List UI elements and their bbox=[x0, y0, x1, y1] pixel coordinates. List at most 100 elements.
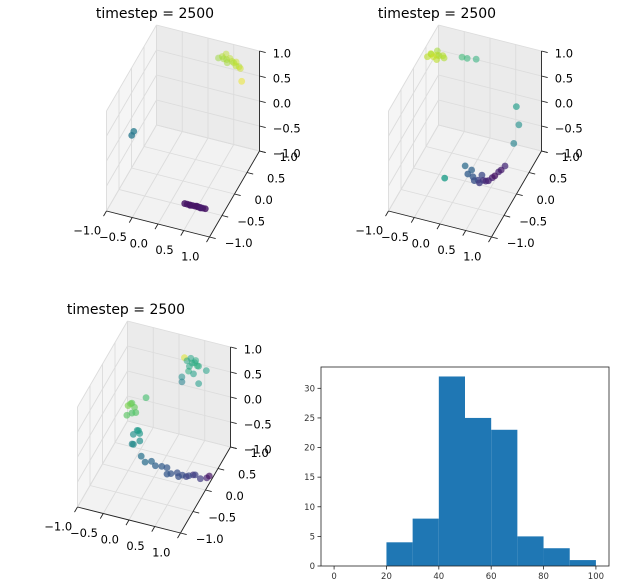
data-point bbox=[178, 373, 186, 381]
data-point bbox=[190, 370, 197, 378]
data-point bbox=[163, 470, 171, 478]
data-point bbox=[497, 166, 505, 174]
scatter3d-chart-1: −1.0−1.0−1.0−0.5−0.5−0.50.00.00.00.50.50… bbox=[73, 6, 300, 263]
gridline bbox=[156, 124, 260, 152]
x-tick bbox=[177, 532, 181, 539]
data-point bbox=[196, 475, 204, 483]
gridline bbox=[102, 463, 206, 491]
y-tick-label: −0.5 bbox=[237, 214, 265, 228]
data-point bbox=[130, 440, 137, 448]
x-tick-label: 80 bbox=[538, 572, 549, 582]
data-point bbox=[476, 179, 483, 187]
histogram-panel: 0 20 40 60 80 100 0 5 10 15 20 25 30 bbox=[295, 355, 615, 587]
gridline bbox=[106, 74, 157, 162]
gridline bbox=[156, 49, 260, 77]
y-tick bbox=[192, 511, 200, 514]
gridline bbox=[131, 167, 235, 195]
gridline bbox=[156, 24, 260, 52]
scatter3d-chart-3: −1.0−1.0−1.0−0.5−0.5−0.50.00.00.00.50.50… bbox=[44, 302, 272, 559]
gridline bbox=[156, 74, 260, 102]
data-point bbox=[197, 204, 204, 212]
y-tick-label: 0.5 bbox=[238, 467, 256, 481]
x-tick bbox=[462, 230, 467, 236]
y-tick bbox=[503, 215, 511, 218]
y-tick-label: 15 bbox=[304, 473, 315, 483]
chart-title: timestep = 2500 bbox=[67, 302, 185, 318]
z-tick-label: 0.5 bbox=[244, 368, 262, 382]
z-tick bbox=[541, 100, 548, 103]
x-tick-label: 40 bbox=[433, 572, 444, 582]
y-tick bbox=[259, 150, 266, 153]
data-point bbox=[485, 177, 492, 185]
gridline bbox=[183, 144, 235, 231]
z-tick-label: 0.5 bbox=[555, 72, 573, 86]
chart-title: timestep = 2500 bbox=[96, 6, 214, 22]
z-tick bbox=[259, 100, 266, 103]
gridline bbox=[143, 146, 248, 173]
y-tick-label: 25 bbox=[304, 414, 315, 424]
x-tick bbox=[99, 513, 104, 519]
data-point bbox=[472, 55, 480, 63]
histogram-bar bbox=[543, 548, 570, 566]
y-tick bbox=[528, 172, 536, 175]
x-tick bbox=[410, 217, 415, 223]
x-tick-label: −0.5 bbox=[99, 230, 127, 244]
x-tick-label: 0.5 bbox=[126, 539, 144, 553]
data-point bbox=[202, 367, 210, 375]
y-tick-label: 0.5 bbox=[549, 171, 567, 185]
histogram-bar bbox=[438, 376, 465, 566]
x-tick-label: 100 bbox=[588, 572, 604, 582]
x-tick bbox=[488, 236, 492, 243]
z-tick bbox=[230, 346, 237, 349]
x-tick-label: 0.5 bbox=[155, 243, 173, 257]
y-tick-label: 5 bbox=[310, 532, 315, 542]
data-point bbox=[424, 53, 431, 61]
x-tick-label: 60 bbox=[486, 572, 497, 582]
z-tick bbox=[230, 396, 237, 399]
data-point bbox=[195, 380, 203, 388]
y-tick bbox=[180, 532, 187, 535]
gridline bbox=[388, 74, 439, 162]
data-point bbox=[183, 357, 191, 365]
y-tick-label: −1.0 bbox=[225, 236, 253, 250]
x-tick bbox=[128, 217, 133, 223]
y-tick-label: 1.0 bbox=[562, 150, 580, 164]
x-tick bbox=[154, 223, 159, 230]
data-point bbox=[128, 131, 136, 139]
z-tick-label: 0.0 bbox=[555, 97, 573, 111]
gridline bbox=[438, 124, 542, 152]
data-point bbox=[461, 162, 469, 170]
data-point bbox=[463, 55, 471, 62]
histogram-bar bbox=[517, 536, 544, 566]
y-tick-label: 10 bbox=[304, 503, 315, 513]
y-tick-label: 1.0 bbox=[251, 446, 269, 460]
y-tick-label: 0.5 bbox=[267, 171, 285, 185]
gridline bbox=[106, 24, 157, 112]
x-tick-label: 0.0 bbox=[412, 236, 430, 250]
gridline bbox=[77, 370, 128, 458]
y-tick bbox=[217, 468, 225, 471]
data-point bbox=[178, 378, 186, 386]
y-tick bbox=[491, 236, 498, 239]
z-tick bbox=[259, 50, 266, 53]
data-point bbox=[191, 471, 199, 479]
y-tick-label: 0.0 bbox=[537, 193, 555, 207]
gridline bbox=[465, 144, 517, 231]
data-point bbox=[440, 54, 448, 62]
y-tick bbox=[234, 193, 241, 196]
data-point bbox=[186, 202, 194, 209]
data-point bbox=[458, 53, 466, 61]
z-tick-label: 1.0 bbox=[555, 47, 573, 61]
y-tick-label: 20 bbox=[304, 444, 315, 454]
gridline bbox=[413, 167, 517, 195]
data-point bbox=[433, 56, 441, 63]
z-tick-label: −1.0 bbox=[244, 443, 272, 457]
gridline bbox=[438, 74, 542, 102]
y-tick-label: −1.0 bbox=[196, 532, 224, 546]
gridline bbox=[154, 440, 206, 527]
data-point bbox=[148, 457, 155, 465]
gridline bbox=[388, 49, 439, 137]
data-point bbox=[510, 140, 518, 147]
histogram-chart: 0 20 40 60 80 100 0 5 10 15 20 25 30 bbox=[304, 366, 610, 582]
x-tick-label: 0.0 bbox=[101, 532, 119, 546]
